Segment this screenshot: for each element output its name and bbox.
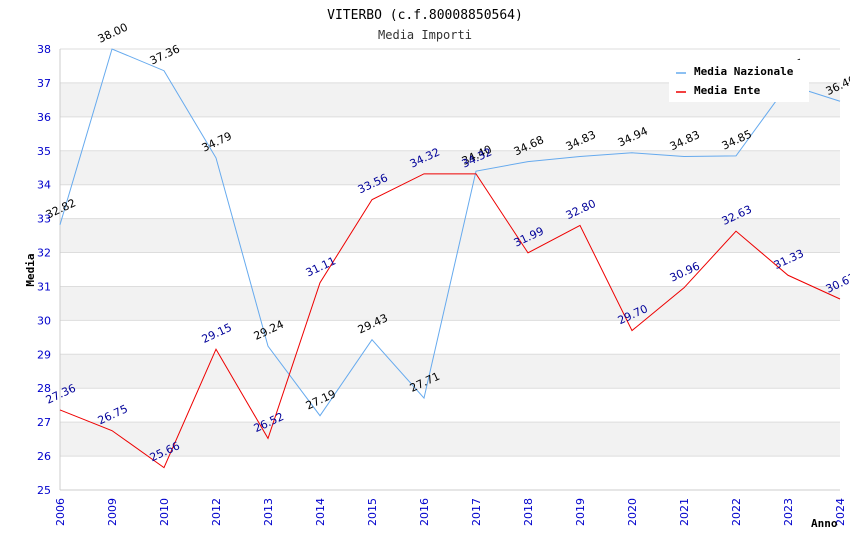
x-tick-label: 2022 <box>730 498 743 526</box>
y-axis-ticks: 25 26 27 28 29 30 31 32 33 34 35 36 37 38 <box>37 43 51 497</box>
data-label: 34.83 <box>668 128 702 153</box>
x-tick-label: 2014 <box>314 498 327 526</box>
data-label: 34.94 <box>616 124 650 149</box>
data-label: 36.46 <box>824 73 850 98</box>
x-tick-label: 2017 <box>470 498 483 526</box>
x-tick-label: 2018 <box>522 498 535 526</box>
data-label: 29.15 <box>200 321 234 346</box>
data-label: 32.82 <box>44 196 78 221</box>
x-tick-label: 2013 <box>262 498 275 526</box>
x-tick-label: 2010 <box>158 498 171 526</box>
y-tick-label: 38 <box>37 43 51 56</box>
chart-subtitle: Media Importi <box>378 28 472 42</box>
data-label: 27.19 <box>304 387 338 412</box>
x-tick-label: 2024 <box>834 498 847 526</box>
data-label: 30.96 <box>668 259 702 284</box>
x-tick-label: 2012 <box>210 498 223 526</box>
y-tick-label: 36 <box>37 111 51 124</box>
y-tick-label: 28 <box>37 382 51 395</box>
grid-band <box>60 354 840 389</box>
x-tick-label: 2006 <box>54 498 67 526</box>
x-tick-label: 2009 <box>106 498 119 526</box>
y-tick-label: 35 <box>37 145 51 158</box>
y-tick-label: 31 <box>37 280 51 293</box>
legend-label-media-nazionale: Media Nazionale <box>694 65 794 78</box>
legend-label-media-ente: Media Ente <box>694 84 761 97</box>
y-tick-label: 26 <box>37 450 51 463</box>
y-tick-label: 25 <box>37 484 51 497</box>
data-label: 34.85 <box>720 127 754 152</box>
grid-band <box>60 286 840 321</box>
y-tick-label: 27 <box>37 416 51 429</box>
legend-box <box>669 60 809 102</box>
y-tick-label: 37 <box>37 77 51 90</box>
grid-band <box>60 422 840 457</box>
series-line-media-ente <box>59 173 841 469</box>
y-axis-label: Media <box>24 253 37 286</box>
data-label: 37.36 <box>148 42 182 67</box>
series-line-media-nazionale <box>59 48 841 417</box>
series-layer <box>59 48 841 469</box>
x-tick-label: 2020 <box>626 498 639 526</box>
y-tick-label: 30 <box>37 314 51 327</box>
x-tick-label: 2015 <box>366 498 379 526</box>
y-tick-label: 34 <box>37 179 51 192</box>
legend: Media Nazionale Media Ente <box>669 60 809 102</box>
x-tick-label: 2016 <box>418 498 431 526</box>
x-axis-label: Anno <box>811 517 838 530</box>
data-label: 31.11 <box>304 254 338 279</box>
x-tick-label: 2019 <box>574 498 587 526</box>
x-tick-label: 2021 <box>678 498 691 526</box>
x-axis-ticks: 2006 2009 2010 2012 2013 2014 2015 2016 2017 2018… <box>54 498 847 526</box>
grid-band <box>60 218 840 253</box>
data-label: 29.24 <box>252 318 286 343</box>
y-tick-label: 32 <box>37 247 51 260</box>
chart-title: VITERBO (c.f.80008850564) <box>327 8 523 23</box>
y-tick-label: 29 <box>37 348 51 361</box>
y-tick-label: 33 <box>37 213 51 226</box>
data-label: 34.83 <box>564 128 598 153</box>
data-label: 38.00 <box>96 21 130 46</box>
data-label: 30.63 <box>824 271 850 296</box>
x-tick-label: 2023 <box>782 498 795 526</box>
